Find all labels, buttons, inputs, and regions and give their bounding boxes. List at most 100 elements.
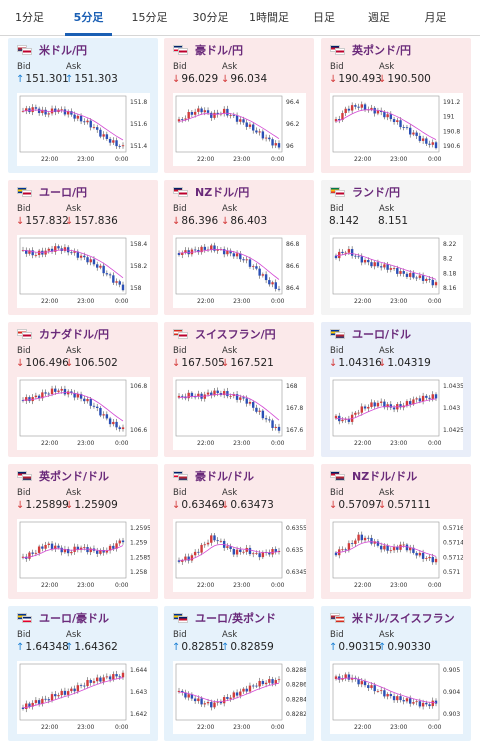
currency-card[interactable]: 米ドル/スイスフラン Bid Ask ↑0.90315 ↑0.90330 0.905 0.9… [321, 606, 471, 741]
currency-card[interactable]: ランド/円 Bid Ask 8.142 8.151 8.22 8.2 8.18 8.16 22:0… [321, 180, 471, 315]
candle-body [232, 253, 236, 257]
tab-6[interactable]: 週足 [368, 11, 390, 24]
candle-body [373, 685, 376, 692]
candle-body [341, 251, 344, 254]
card-title[interactable]: カナダドル/円 [17, 327, 109, 341]
card-title[interactable]: 米ドル/スイスフラン [330, 611, 455, 625]
card-title[interactable]: NZドル/円 [173, 185, 249, 199]
ask-label: Ask [222, 204, 238, 214]
candle-body [235, 253, 239, 257]
candle-body [363, 406, 367, 409]
candle-body [274, 549, 277, 552]
pair-name[interactable]: ユーロ/豪ドル [39, 612, 110, 625]
currency-card[interactable]: ユーロ/英ポンド Bid Ask ↑0.82851 ↑0.82859 0.8288 0.82… [164, 606, 314, 741]
candle-body [396, 546, 399, 550]
bid-label: Bid [173, 488, 187, 498]
candle-body [418, 552, 422, 556]
tab-2[interactable]: 15分足 [131, 11, 168, 24]
candle-body [354, 412, 357, 415]
ask-value: ↓96.034 [221, 73, 267, 85]
y-tick-label: 1.043 [443, 405, 460, 412]
card-title[interactable]: ユーロ/ドル [330, 327, 411, 341]
card-title[interactable]: ユーロ/円 [17, 185, 87, 199]
candle-body [184, 556, 187, 561]
candle-body [73, 114, 76, 119]
currency-card[interactable]: NZドル/円 Bid Ask ↓86.396 ↓86.403 86.8 86.6 86.4 22… [164, 180, 314, 315]
pair-name[interactable]: 米ドル/円 [39, 44, 88, 57]
card-title[interactable]: ランド/円 [330, 185, 400, 199]
currency-card[interactable]: 英ポンド/ドル Bid Ask ↓1.25899 ↓1.25909 1.2595 1.259… [8, 464, 158, 599]
candle-body [187, 112, 190, 119]
pair-name[interactable]: 米ドル/スイスフラン [352, 612, 455, 625]
x-tick-label: 23:00 [390, 156, 407, 163]
bid-value: ↑0.82851 [172, 641, 225, 653]
candle-body [206, 392, 210, 395]
card-title[interactable]: 米ドル/円 [17, 43, 87, 57]
currency-card[interactable]: 豪ドル/ドル Bid Ask ↓0.63469 ↓0.63473 0.6355 0.635 0… [164, 464, 314, 599]
ask-label: Ask [66, 630, 82, 640]
pair-name[interactable]: 豪ドル/円 [195, 44, 244, 57]
pair-name[interactable]: ユーロ/ドル [352, 328, 412, 341]
card-title[interactable]: 英ポンド/ドル [17, 469, 109, 483]
card-title[interactable]: 豪ドル/円 [173, 43, 243, 57]
pair-name[interactable]: NZドル/円 [195, 186, 250, 199]
currency-card[interactable]: ユーロ/豪ドル Bid Ask ↑1.64348 ↑1.64362 1.644 1.643 1… [8, 606, 158, 741]
candle-body [89, 399, 92, 406]
tab-7[interactable]: 月足 [424, 11, 447, 24]
currency-card[interactable]: NZドル/ドル Bid Ask ↓0.57097 ↓0.57111 0.5716 0.571… [321, 464, 471, 599]
candle-body [251, 553, 255, 555]
tab-3[interactable]: 30分足 [192, 11, 229, 24]
y-tick-label: 1.642 [130, 711, 147, 718]
candle-body [115, 281, 118, 283]
us-flag-icon [22, 473, 32, 481]
tab-5[interactable]: 日足 [313, 11, 335, 24]
candle-body [428, 397, 431, 399]
pair-name[interactable]: ユーロ/円 [39, 186, 88, 199]
tab-1[interactable]: 5分足 [59, 0, 118, 36]
pair-name[interactable]: 英ポンド/ドル [39, 470, 110, 483]
tab-0[interactable]: 1分足 [15, 11, 44, 24]
candle-body [57, 246, 60, 249]
candle-body [248, 685, 252, 692]
x-tick-label: 22:00 [41, 582, 58, 589]
currency-card[interactable]: スイスフラン/円 Bid Ask ↓167.505 ↓167.521 168 167.8 16… [164, 322, 314, 457]
candle-body [408, 698, 412, 704]
candle-body [431, 394, 434, 399]
currency-card[interactable]: 豪ドル/円 Bid Ask ↓96.029 ↓96.034 96.4 96.2 96 22:00… [164, 38, 314, 173]
pair-name[interactable]: ユーロ/英ポンド [195, 612, 277, 625]
pair-name[interactable]: 豪ドル/ドル [195, 470, 255, 483]
currency-flag-icon [17, 186, 33, 198]
pair-name[interactable]: ランド/円 [352, 186, 401, 199]
x-tick-label: 0:00 [428, 440, 442, 447]
candle-body [396, 120, 399, 122]
ask-label: Ask [222, 630, 238, 640]
candle-body [177, 690, 181, 692]
candle-body [277, 426, 281, 431]
tab-4[interactable]: 1時間足 [249, 11, 289, 24]
currency-card[interactable]: ユーロ/円 Bid Ask ↓157.832 ↓157.836 158.4 158.2 158… [8, 180, 158, 315]
pair-name[interactable]: カナダドル/円 [39, 328, 110, 341]
card-title[interactable]: スイスフラン/円 [173, 327, 276, 341]
pair-name[interactable]: 英ポンド/円 [352, 44, 412, 57]
ask-value-text: 1.04319 [387, 357, 431, 369]
candle-body [338, 676, 341, 680]
pair-name[interactable]: スイスフラン/円 [195, 328, 276, 341]
candle-body [181, 690, 184, 693]
candle-body [392, 696, 396, 701]
currency-card[interactable]: ユーロ/ドル Bid Ask ↓1.04316 ↓1.04319 1.0435 1.043 1… [321, 322, 471, 457]
currency-card[interactable]: 米ドル/円 Bid Ask ↑151.301 ↑151.303 151.8 151.6 151… [8, 38, 158, 173]
y-tick-label: 0.6355 [286, 525, 306, 532]
card-title[interactable]: ユーロ/豪ドル [17, 611, 109, 625]
card-title[interactable]: 豪ドル/ドル [173, 469, 254, 483]
currency-card[interactable]: カナダドル/円 Bid Ask ↓106.496 ↓106.502 106.8 106.6 2… [8, 322, 158, 457]
x-tick-label: 0:00 [115, 156, 129, 163]
price-chart: 0.8288 0.8286 0.8284 0.8282 22:00 23:00 0:00 [173, 661, 306, 734]
candle-body [344, 674, 347, 679]
card-title[interactable]: 英ポンド/円 [330, 43, 411, 57]
card-title[interactable]: NZドル/ドル [330, 469, 417, 483]
pair-name[interactable]: NZドル/ドル [352, 470, 418, 483]
x-tick-label: 22:00 [354, 724, 371, 731]
currency-card[interactable]: 英ポンド/円 Bid Ask ↓190.493 ↓190.500 191.2 191 190.… [321, 38, 471, 173]
card-title[interactable]: ユーロ/英ポンド [173, 611, 276, 625]
arrow-down-icon: ↓ [16, 358, 25, 369]
